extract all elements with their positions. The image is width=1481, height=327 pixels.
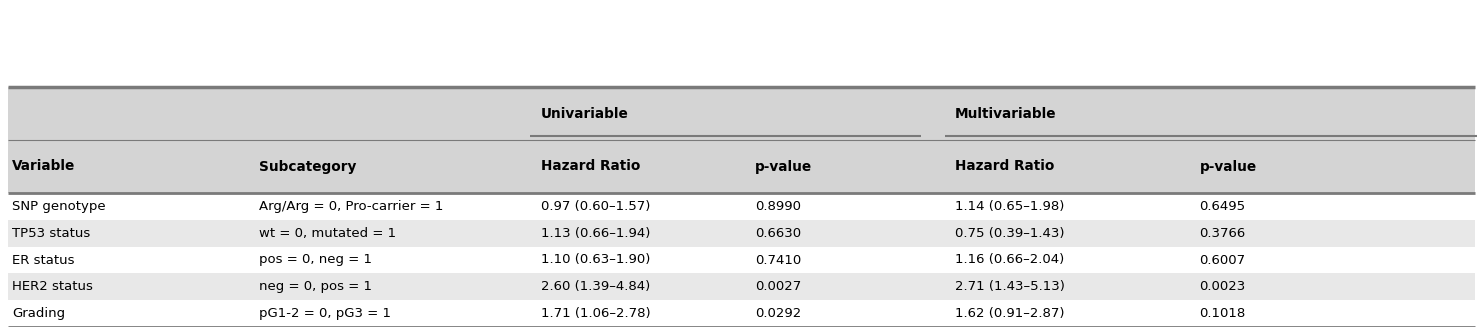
Text: 1.62 (0.91–2.87): 1.62 (0.91–2.87) bbox=[955, 307, 1065, 320]
Text: 0.0292: 0.0292 bbox=[755, 307, 801, 320]
Text: Univariable: Univariable bbox=[541, 107, 628, 121]
Bar bbox=[7, 140, 1475, 193]
Text: ER status: ER status bbox=[12, 253, 74, 267]
Bar bbox=[7, 220, 1475, 247]
Text: Variable: Variable bbox=[12, 160, 76, 174]
Bar bbox=[7, 273, 1475, 300]
Text: p-value: p-value bbox=[755, 160, 813, 174]
Text: 0.6007: 0.6007 bbox=[1200, 253, 1246, 267]
Text: 0.6630: 0.6630 bbox=[755, 227, 801, 240]
Bar bbox=[7, 300, 1475, 327]
Text: 0.8990: 0.8990 bbox=[755, 200, 801, 213]
Text: 0.75 (0.39–1.43): 0.75 (0.39–1.43) bbox=[955, 227, 1065, 240]
Text: 1.71 (1.06–2.78): 1.71 (1.06–2.78) bbox=[541, 307, 650, 320]
Text: 1.10 (0.63–1.90): 1.10 (0.63–1.90) bbox=[541, 253, 650, 267]
Text: Hazard Ratio: Hazard Ratio bbox=[955, 160, 1054, 174]
Text: 0.7410: 0.7410 bbox=[755, 253, 801, 267]
Text: 0.0027: 0.0027 bbox=[755, 280, 801, 293]
Text: pos = 0, neg = 1: pos = 0, neg = 1 bbox=[259, 253, 372, 267]
Text: 1.13 (0.66–1.94): 1.13 (0.66–1.94) bbox=[541, 227, 650, 240]
Text: 0.1018: 0.1018 bbox=[1200, 307, 1246, 320]
Text: HER2 status: HER2 status bbox=[12, 280, 93, 293]
Text: 0.3766: 0.3766 bbox=[1200, 227, 1246, 240]
Text: TP53 status: TP53 status bbox=[12, 227, 90, 240]
Text: Subcategory: Subcategory bbox=[259, 160, 357, 174]
Text: 1.16 (0.66–2.04): 1.16 (0.66–2.04) bbox=[955, 253, 1065, 267]
Text: 0.0023: 0.0023 bbox=[1200, 280, 1246, 293]
Text: wt = 0, mutated = 1: wt = 0, mutated = 1 bbox=[259, 227, 397, 240]
Text: p-value: p-value bbox=[1200, 160, 1257, 174]
Text: 0.97 (0.60–1.57): 0.97 (0.60–1.57) bbox=[541, 200, 650, 213]
Text: SNP genotype: SNP genotype bbox=[12, 200, 105, 213]
Bar bbox=[7, 193, 1475, 220]
Text: pG1-2 = 0, pG3 = 1: pG1-2 = 0, pG3 = 1 bbox=[259, 307, 391, 320]
Text: neg = 0, pos = 1: neg = 0, pos = 1 bbox=[259, 280, 372, 293]
Text: Multivariable: Multivariable bbox=[955, 107, 1057, 121]
Text: Grading: Grading bbox=[12, 307, 65, 320]
Text: 2.60 (1.39–4.84): 2.60 (1.39–4.84) bbox=[541, 280, 650, 293]
Text: Arg/Arg = 0, Pro-carrier = 1: Arg/Arg = 0, Pro-carrier = 1 bbox=[259, 200, 443, 213]
Bar bbox=[7, 247, 1475, 273]
Text: 0.6495: 0.6495 bbox=[1200, 200, 1246, 213]
Text: Hazard Ratio: Hazard Ratio bbox=[541, 160, 640, 174]
Bar bbox=[7, 87, 1475, 140]
Text: 2.71 (1.43–5.13): 2.71 (1.43–5.13) bbox=[955, 280, 1065, 293]
Text: 1.14 (0.65–1.98): 1.14 (0.65–1.98) bbox=[955, 200, 1065, 213]
